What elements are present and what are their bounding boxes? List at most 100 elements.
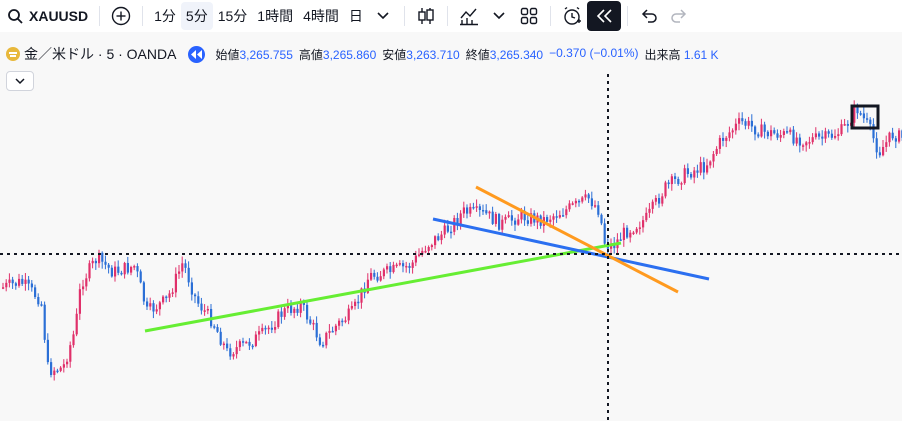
candle-body [654, 198, 657, 202]
interval-1h[interactable]: 1時間 [257, 8, 294, 24]
symbol-search[interactable]: XAUUSD [0, 2, 93, 30]
candle-body [475, 206, 478, 208]
redo-button[interactable] [664, 2, 694, 30]
candle-body [315, 322, 318, 338]
candle-body [424, 250, 427, 253]
candle-body [859, 113, 862, 115]
candle-body [430, 245, 433, 248]
interval-1d[interactable]: 日 [348, 8, 363, 24]
candle-body [782, 131, 785, 136]
open-value: 3,265.755 [239, 47, 293, 62]
candle-body [674, 176, 677, 179]
trendline-green [144, 241, 622, 333]
candle-body [789, 129, 792, 133]
candle-body [258, 331, 261, 335]
candle-body [136, 266, 139, 272]
candle-body [139, 271, 142, 283]
interval-5m[interactable]: 5分 [180, 2, 213, 30]
candle-body [846, 124, 849, 126]
candle-body [664, 182, 667, 197]
legend-collapse-button[interactable] [6, 71, 34, 91]
candle-body [11, 279, 14, 284]
candle-body [370, 272, 373, 280]
candle-body [382, 269, 385, 277]
candle-body [325, 332, 328, 346]
candle-body [341, 320, 344, 323]
candle-body [466, 207, 469, 214]
candle-body [562, 215, 565, 217]
candle-body [190, 282, 193, 295]
candle-body [101, 252, 104, 262]
interval-dropdown[interactable] [368, 2, 398, 30]
alert-button[interactable] [557, 2, 587, 30]
candle-body [43, 304, 46, 340]
candle-body [667, 182, 670, 185]
candle-body [658, 198, 661, 204]
candle-body [331, 330, 334, 333]
candle-body [853, 106, 856, 123]
layout-button[interactable] [514, 2, 544, 30]
candle-body [338, 320, 341, 326]
candle-body [328, 330, 331, 333]
candle-body [491, 211, 494, 224]
undo-button[interactable] [634, 2, 664, 30]
candle-body [722, 137, 725, 141]
candle-body [754, 126, 757, 135]
candle-body [117, 266, 120, 273]
open-label: 始値 [215, 47, 240, 62]
candle-body [603, 223, 606, 244]
candle-body [299, 302, 302, 313]
symbol-title: 金／米ドル · 5 · OANDA [24, 46, 177, 62]
candle-body [178, 271, 181, 274]
candle-body [162, 296, 165, 303]
candle-body [670, 176, 673, 185]
candle-body [725, 137, 728, 141]
replay-button[interactable] [586, 1, 621, 31]
candle-body [37, 297, 40, 305]
interval-4h[interactable]: 4時間 [303, 8, 339, 24]
candle-body [830, 133, 833, 138]
candle-body [34, 287, 37, 298]
layout-icon [519, 6, 539, 26]
candle-body [629, 232, 632, 238]
candle-body [395, 264, 398, 267]
replay-icon [594, 6, 614, 26]
candle-body [21, 278, 24, 284]
candle-body [389, 266, 392, 273]
candle-body [786, 131, 789, 133]
candle-body [635, 228, 638, 233]
candle-body [590, 198, 593, 207]
candle-body [661, 196, 664, 204]
candle-body [696, 170, 699, 173]
candle-body [56, 370, 59, 373]
interval-1m[interactable]: 1分 [154, 8, 176, 24]
candle-body [680, 183, 683, 185]
candle-body [30, 283, 33, 288]
candle-body [149, 303, 152, 307]
divider [403, 6, 405, 26]
candle-body [302, 302, 305, 305]
candle-body [885, 142, 888, 147]
interval-15m[interactable]: 15分 [217, 8, 248, 24]
candle-body [66, 361, 69, 365]
candle-body [2, 287, 5, 289]
candle-body [744, 121, 747, 126]
candle-body [235, 347, 238, 355]
candle-body [264, 327, 267, 330]
candle-body [91, 260, 94, 264]
candle-body [206, 308, 209, 311]
add-symbol-button[interactable] [106, 2, 136, 30]
candle-body [459, 213, 462, 224]
candle-body [840, 124, 843, 135]
candle-body [875, 138, 878, 153]
candle-body [581, 197, 584, 202]
indicators-dropdown[interactable] [484, 2, 514, 30]
candle-body [882, 146, 885, 156]
candle-body [517, 219, 520, 225]
indicators-button[interactable] [454, 2, 484, 30]
candle-body [478, 206, 481, 210]
replay-back-button[interactable] [188, 45, 206, 63]
candle-body [651, 201, 654, 209]
chart-type-button[interactable] [411, 2, 441, 30]
